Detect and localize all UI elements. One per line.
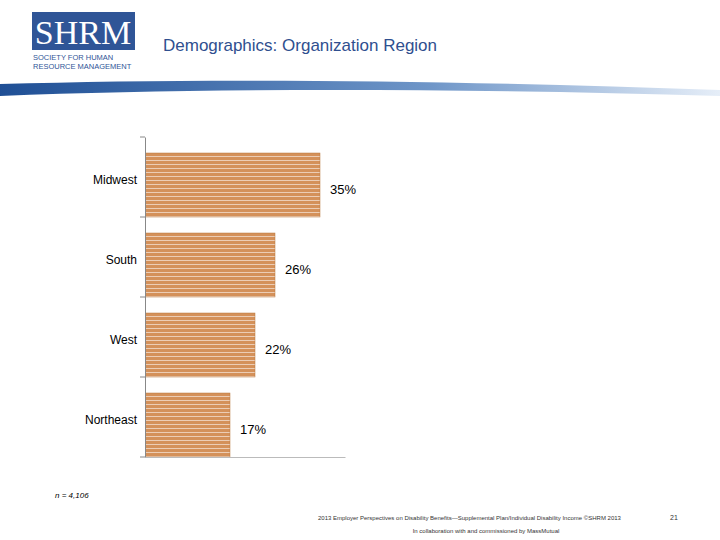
footer-text: In collaboration with and commissioned b… xyxy=(413,528,560,534)
bars xyxy=(145,153,320,457)
x-axis-line xyxy=(146,457,346,458)
category-dividers xyxy=(140,137,145,457)
annotation: n = 4,106 xyxy=(55,491,89,500)
bar xyxy=(145,153,320,217)
header-band xyxy=(0,81,720,96)
chart-svg: SHRM SOCIETY FOR HUMANRESOURCE MANAGEMENT… xyxy=(0,0,720,540)
category-divider xyxy=(140,297,145,298)
data-label: 22% xyxy=(265,342,291,357)
logo: SHRM SOCIETY FOR HUMANRESOURCE MANAGEMENT xyxy=(32,12,135,71)
y-axis-line xyxy=(145,138,146,458)
logo-text: SOCIETY FOR HUMAN xyxy=(33,53,113,62)
y-tick-label: South xyxy=(106,253,137,267)
logo-text: RESOURCE MANAGEMENT xyxy=(33,62,132,71)
y-tick-label: West xyxy=(110,333,138,347)
y-tick-label: Northeast xyxy=(85,413,138,427)
category-divider xyxy=(140,377,145,378)
data-label: 26% xyxy=(285,262,311,277)
bar xyxy=(145,393,230,457)
category-divider xyxy=(140,217,145,218)
footer-text: 2013 Employer Perspectives on Disability… xyxy=(318,515,622,521)
bar xyxy=(145,233,275,297)
data-label: 17% xyxy=(240,422,266,437)
logo-mark: SHRM xyxy=(35,14,131,51)
category-divider xyxy=(140,457,145,458)
category-divider xyxy=(140,137,145,138)
y-tick: West xyxy=(110,333,145,347)
logo-box xyxy=(32,12,135,50)
y-tick: Northeast xyxy=(85,413,145,427)
chart-title: Demographics: Organization Region xyxy=(163,36,437,55)
y-tick: Midwest xyxy=(93,173,145,187)
page-number: 21 xyxy=(670,514,678,521)
x-axis xyxy=(146,457,346,458)
bar xyxy=(145,313,255,377)
data-labels: 35% 26% 22% 17% xyxy=(240,182,356,437)
y-axis: Midwest South West Northeast xyxy=(85,138,146,458)
data-label: 35% xyxy=(330,182,356,197)
y-tick-label: Midwest xyxy=(93,173,138,187)
y-tick: South xyxy=(106,253,145,267)
